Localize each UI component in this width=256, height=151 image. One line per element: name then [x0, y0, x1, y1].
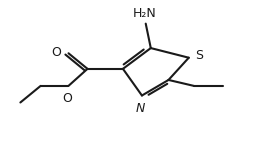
Text: N: N	[136, 102, 145, 115]
Text: O: O	[51, 46, 61, 59]
Text: H₂N: H₂N	[133, 7, 156, 20]
Text: O: O	[62, 92, 72, 104]
Text: S: S	[195, 48, 203, 62]
